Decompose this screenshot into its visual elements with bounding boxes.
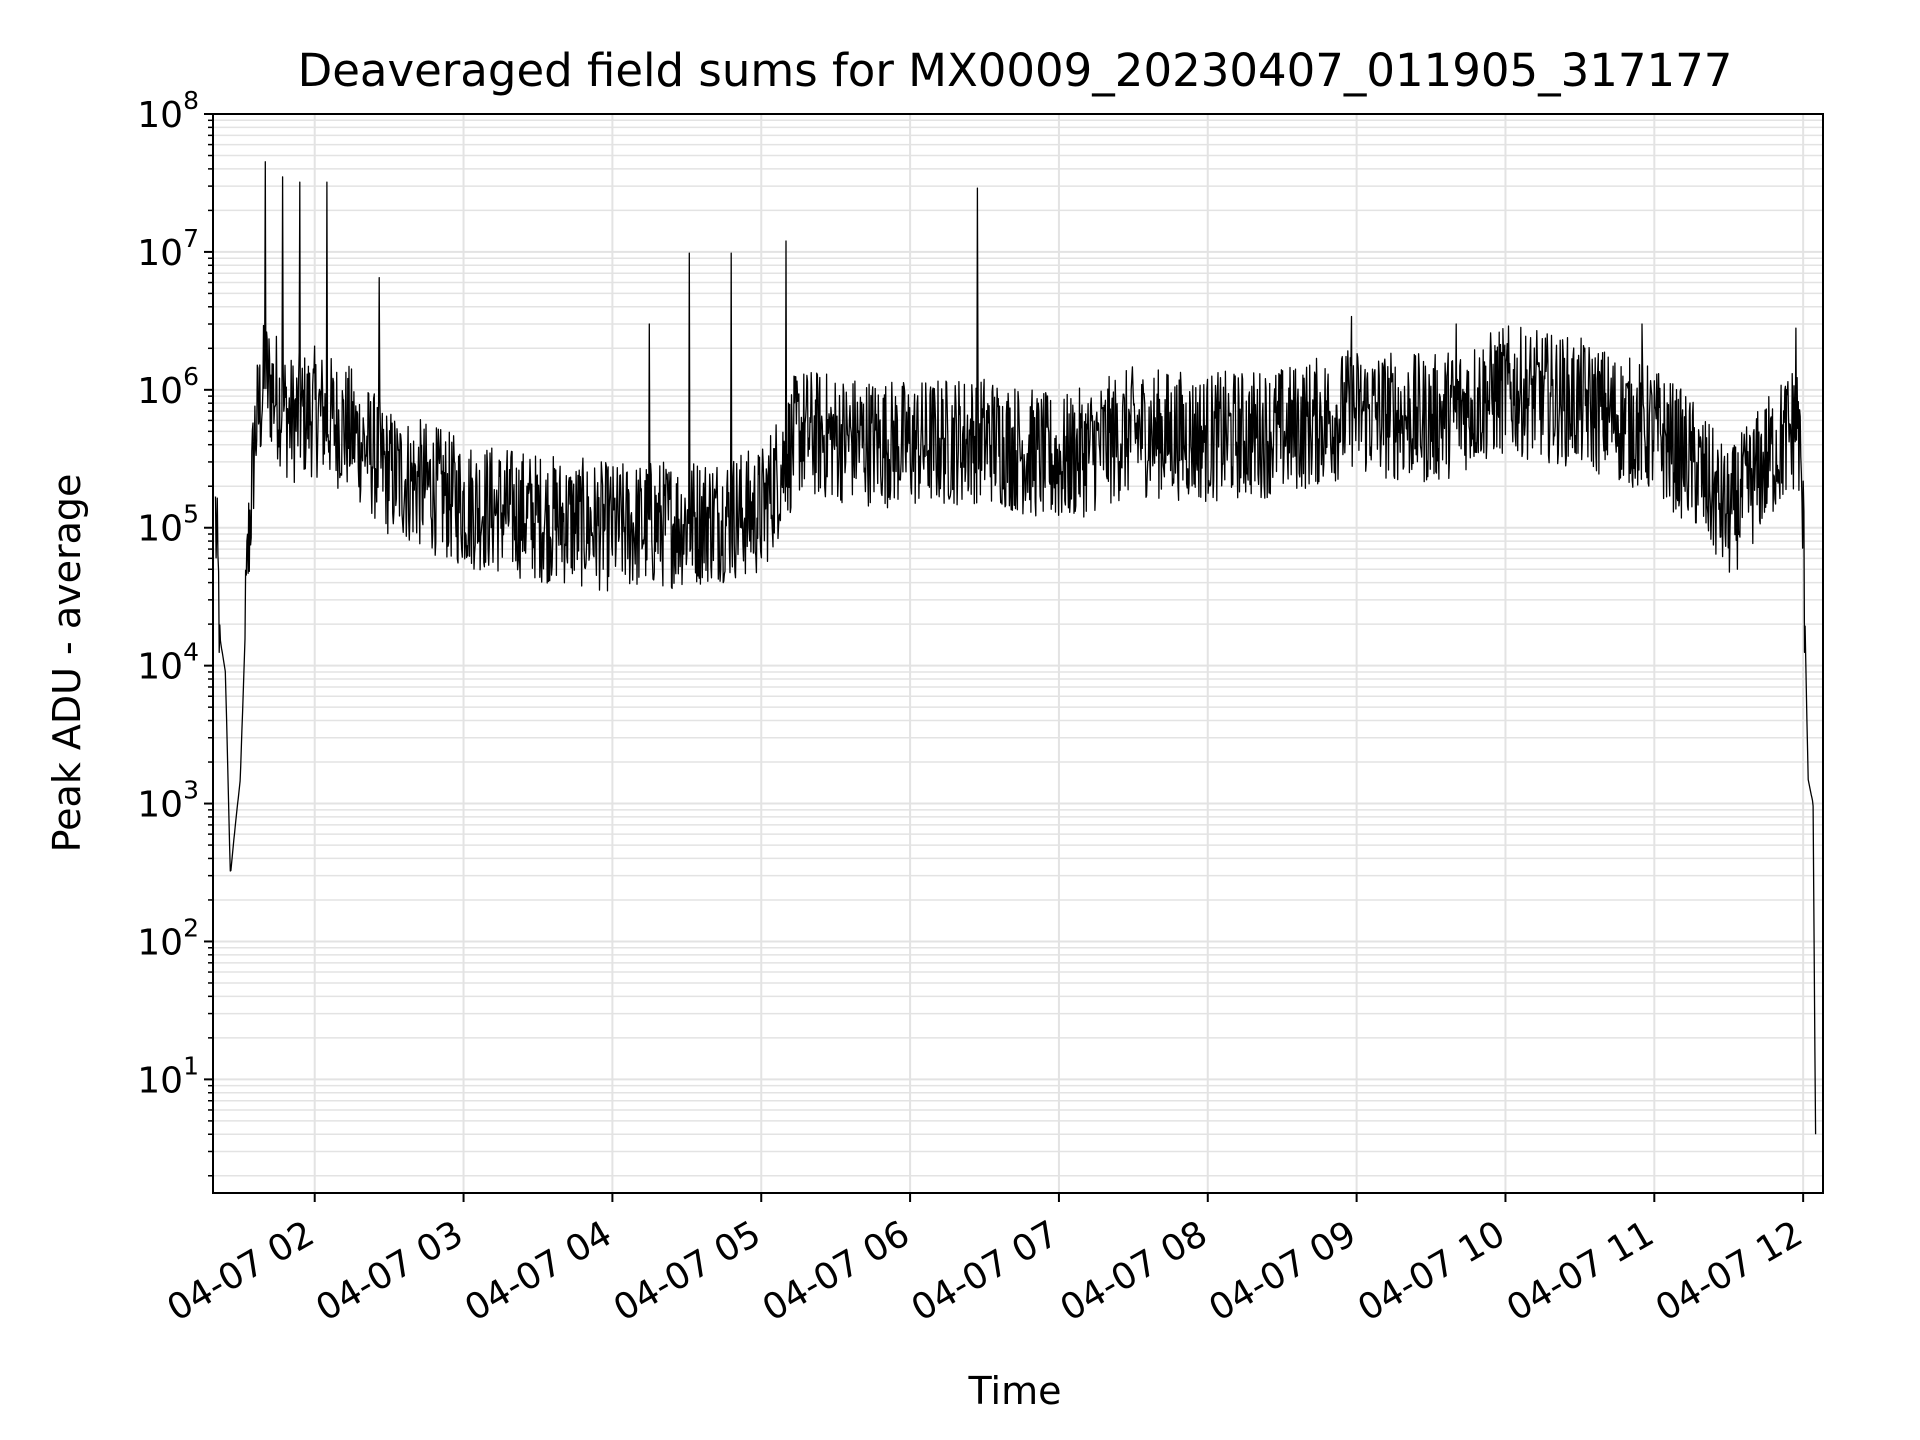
y-tick-label: 108: [137, 86, 199, 136]
y-tick-label: 102: [137, 913, 199, 963]
y-tick-label: 105: [137, 500, 199, 550]
y-axis: 101 102 103 104 105 106 107 108: [137, 86, 213, 1177]
y-tick-label: 103: [137, 776, 199, 826]
y-tick-label: 106: [137, 362, 199, 412]
y-axis-label: Peak ADU - average: [45, 474, 89, 853]
chart-title: Deaveraged field sums for MX0009_2023040…: [298, 44, 1733, 97]
y-tick-label: 107: [137, 224, 199, 274]
series-line: [214, 161, 1817, 1135]
y-tick-label: 104: [137, 638, 199, 688]
y-tick-label: 101: [137, 1051, 199, 1101]
plot-frame: [212, 113, 1824, 1194]
series-group: [214, 161, 1817, 1135]
x-axis-label: Time: [968, 1369, 1062, 1413]
